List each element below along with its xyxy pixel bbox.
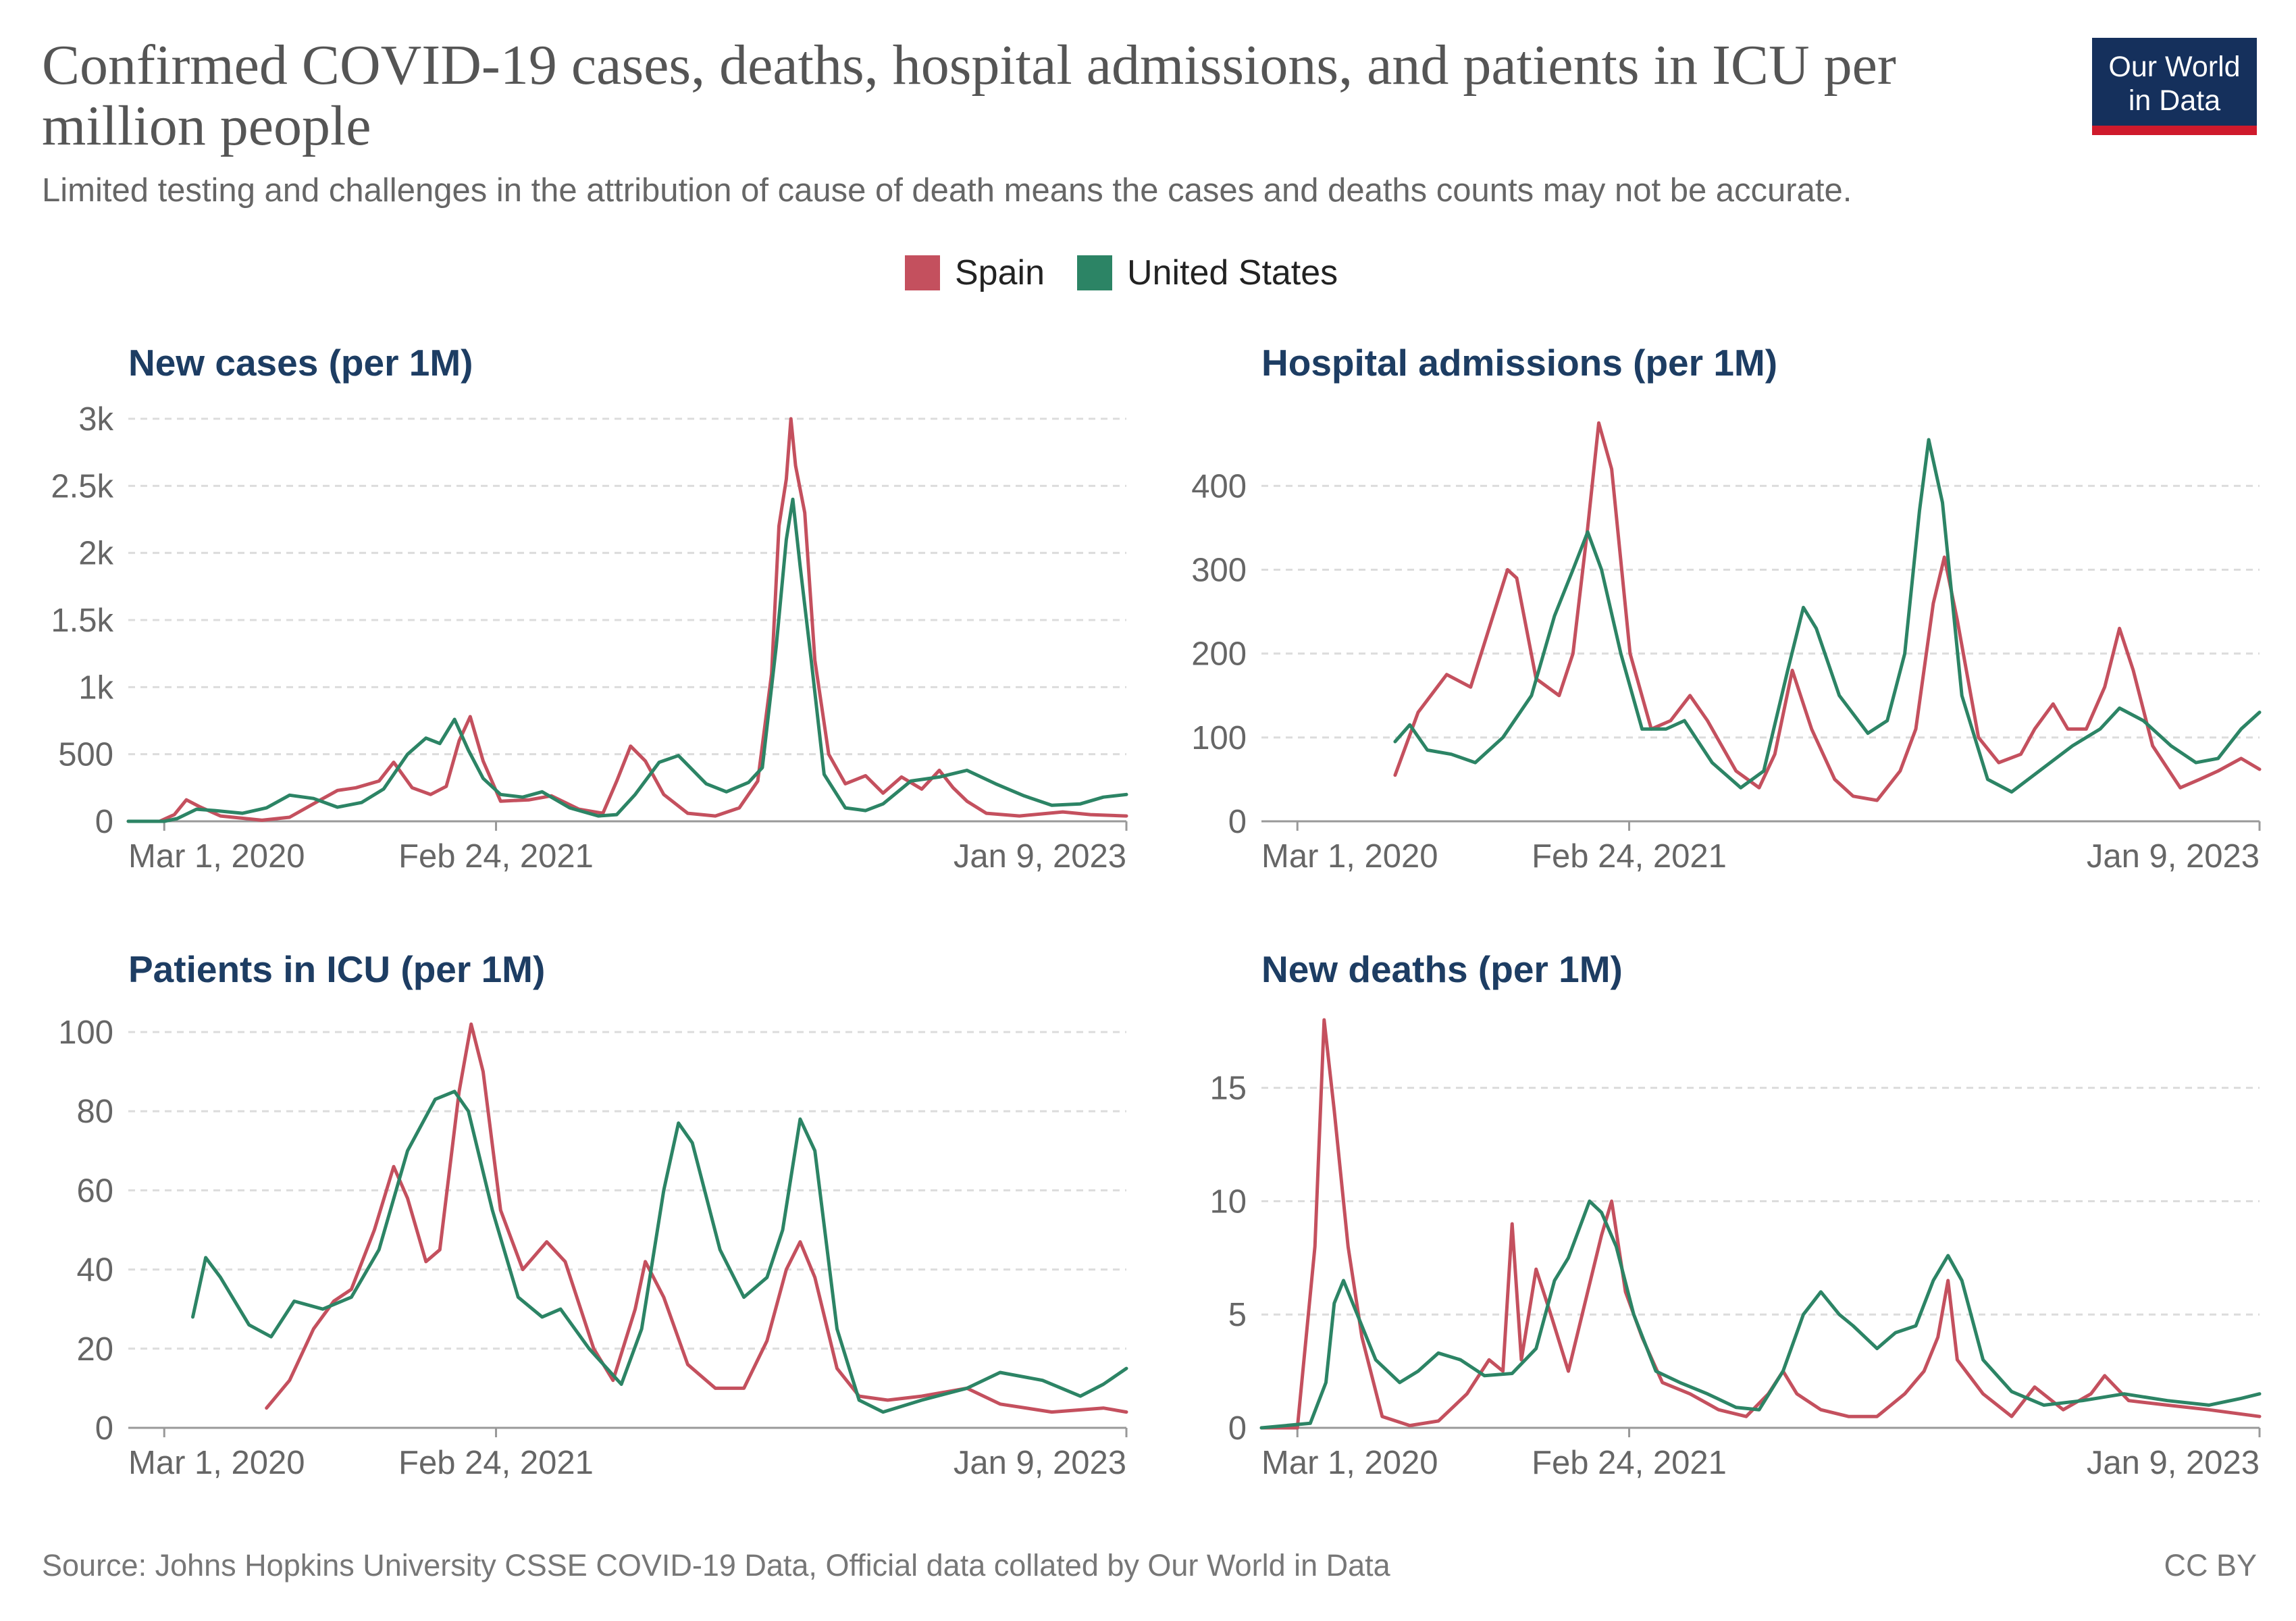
legend-item-spain[interactable]: Spain — [905, 253, 1045, 293]
series-line-spain[interactable] — [1393, 421, 2262, 802]
x-tick-label: Feb 24, 2021 — [398, 838, 594, 875]
y-tick-label: 100 — [58, 1014, 113, 1051]
y-tick-label: 200 — [1191, 636, 1247, 673]
y-tick-label: 500 — [58, 737, 113, 773]
owid-logo[interactable]: Our World in Data — [2092, 38, 2257, 135]
license-note: CC BY — [2164, 1548, 2257, 1583]
series-line-united-states[interactable] — [1393, 438, 2262, 794]
x-tick-label: Mar 1, 2020 — [1261, 838, 1438, 875]
source-note: Source: Johns Hopkins University CSSE CO… — [42, 1548, 1390, 1583]
x-tick-label: Feb 24, 2021 — [398, 1445, 594, 1481]
y-tick-label: 2k — [78, 536, 113, 572]
x-tick-label: Mar 1, 2020 — [1261, 1445, 1438, 1481]
x-tick-label: Jan 9, 2023 — [2087, 1445, 2260, 1481]
y-tick-label: 300 — [1191, 552, 1247, 589]
y-tick-label: 60 — [76, 1173, 113, 1209]
y-tick-label: 0 — [95, 1410, 113, 1447]
panel-title: Hospital admissions (per 1M) — [1261, 342, 1777, 384]
series-line-united-states[interactable] — [126, 497, 1128, 823]
y-tick-label: 0 — [1228, 804, 1247, 840]
y-tick-label: 400 — [1191, 468, 1247, 505]
y-tick-label: 3k — [78, 401, 113, 438]
panel-title: Patients in ICU (per 1M) — [128, 948, 545, 990]
panel-title: New cases (per 1M) — [128, 342, 473, 384]
legend-label-united-states: United States — [1127, 253, 1338, 292]
chart-panel-hospital-admissions-per-1m: Hospital admissions (per 1M) 0 100 200 300 40… — [1191, 342, 2262, 875]
series-line-spain[interactable] — [1259, 1018, 2262, 1430]
panel-title: New deaths (per 1M) — [1261, 948, 1623, 990]
y-tick-label: 1.5k — [51, 602, 113, 639]
legend: Spain United States — [905, 253, 1370, 293]
y-tick-label: 40 — [76, 1252, 113, 1289]
logo-line-1: Our World — [2108, 51, 2241, 83]
chart-title: Confirmed COVID-19 cases, deaths, hospit… — [42, 34, 1896, 157]
x-tick-label: Jan 9, 2023 — [2087, 838, 2260, 875]
y-tick-label: 80 — [76, 1093, 113, 1130]
y-tick-label: 15 — [1209, 1071, 1247, 1107]
y-tick-label: 5 — [1228, 1297, 1247, 1333]
y-tick-label: 2.5k — [51, 468, 113, 505]
logo-line-2: in Data — [2128, 84, 2221, 117]
y-tick-label: 10 — [1209, 1183, 1247, 1220]
series-line-united-states[interactable] — [1259, 1199, 2262, 1430]
series-line-united-states[interactable] — [191, 1089, 1128, 1414]
y-tick-label: 100 — [1191, 720, 1247, 756]
y-tick-label: 0 — [1228, 1410, 1247, 1447]
x-tick-label: Mar 1, 2020 — [128, 838, 305, 875]
chart-panel-new-deaths-per-1m: New deaths (per 1M) 0 5 10 15 Mar 1, 2020 Feb … — [1209, 948, 2262, 1481]
legend-swatch-united-states — [1077, 255, 1112, 290]
legend-swatch-spain — [905, 255, 940, 290]
x-tick-label: Mar 1, 2020 — [128, 1445, 305, 1481]
y-tick-label: 0 — [95, 804, 113, 840]
chart-panel-new-cases-per-1m: New cases (per 1M) 0 500 1k 1.5k 2k 2.5k 3k Mar … — [51, 342, 1128, 875]
series-line-spain[interactable] — [265, 1022, 1128, 1414]
x-tick-label: Feb 24, 2021 — [1532, 1445, 1727, 1481]
x-tick-label: Feb 24, 2021 — [1532, 838, 1727, 875]
chart-panel-patients-in-icu-per-1m: Patients in ICU (per 1M) 0 20 40 60 80 100 Mar … — [58, 948, 1128, 1481]
x-tick-label: Jan 9, 2023 — [954, 1445, 1126, 1481]
x-tick-label: Jan 9, 2023 — [954, 838, 1126, 875]
y-tick-label: 1k — [78, 669, 113, 706]
y-tick-label: 20 — [76, 1331, 113, 1368]
legend-label-spain: Spain — [955, 253, 1045, 292]
chart-subtitle: Limited testing and challenges in the at… — [42, 172, 1852, 209]
logo-accent-bar — [2092, 126, 2257, 135]
legend-item-united-states[interactable]: United States — [1077, 253, 1338, 293]
